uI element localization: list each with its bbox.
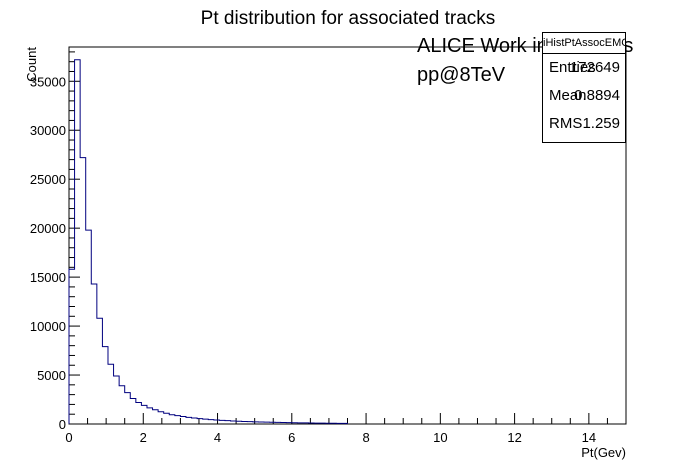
x-axis: 0 2 4 6 8 10 12 14 [65,413,627,445]
stats-entries-label: Entries [549,59,596,76]
stats-mean-value: 0.8894 [574,87,620,104]
stats-mean-label: Mean [549,87,587,104]
x-tick-label: 14 [582,430,596,445]
y-tick-label: 30000 [30,123,66,138]
x-tick-label: 4 [214,430,221,445]
x-tick-label: 6 [288,430,295,445]
stats-box: iHistPtAssocEMCJet Entries 172649 Mean 0… [542,32,626,143]
y-tick-label: 10000 [30,319,66,334]
stats-entries-value: 172649 [569,59,620,76]
stats-row-entries: Entries 172649 [543,54,625,82]
y-tick-label: 15000 [30,270,66,285]
y-axis-label: Count [24,47,39,82]
x-tick-label: 2 [140,430,147,445]
chart-title: Pt distribution for associated tracks [201,8,496,29]
y-axis: 0 5000 10000 15000 20000 25000 30000 35000 [30,51,80,432]
stats-row-rms: RMS 1.259 [543,110,625,138]
y-tick-label: 0 [59,417,66,432]
stats-rms-label: RMS [549,115,583,132]
y-tick-label: 5000 [37,368,66,383]
x-tick-label: 0 [65,430,72,445]
histogram-series [68,59,348,424]
x-tick-label: 12 [507,430,521,445]
annotation-energy: pp@8TeV [417,64,506,86]
x-tick-label: 8 [362,430,369,445]
y-tick-label: 25000 [30,172,66,187]
y-tick-label: 35000 [30,74,66,89]
stats-row-mean: Mean 0.8894 [543,82,625,110]
stats-rms-value: 1.259 [582,115,620,132]
stats-title: iHistPtAssocEMCJet [543,33,625,54]
x-axis-label: Pt(Gev) [581,445,626,460]
y-tick-label: 20000 [30,221,66,236]
x-tick-label: 10 [433,430,447,445]
